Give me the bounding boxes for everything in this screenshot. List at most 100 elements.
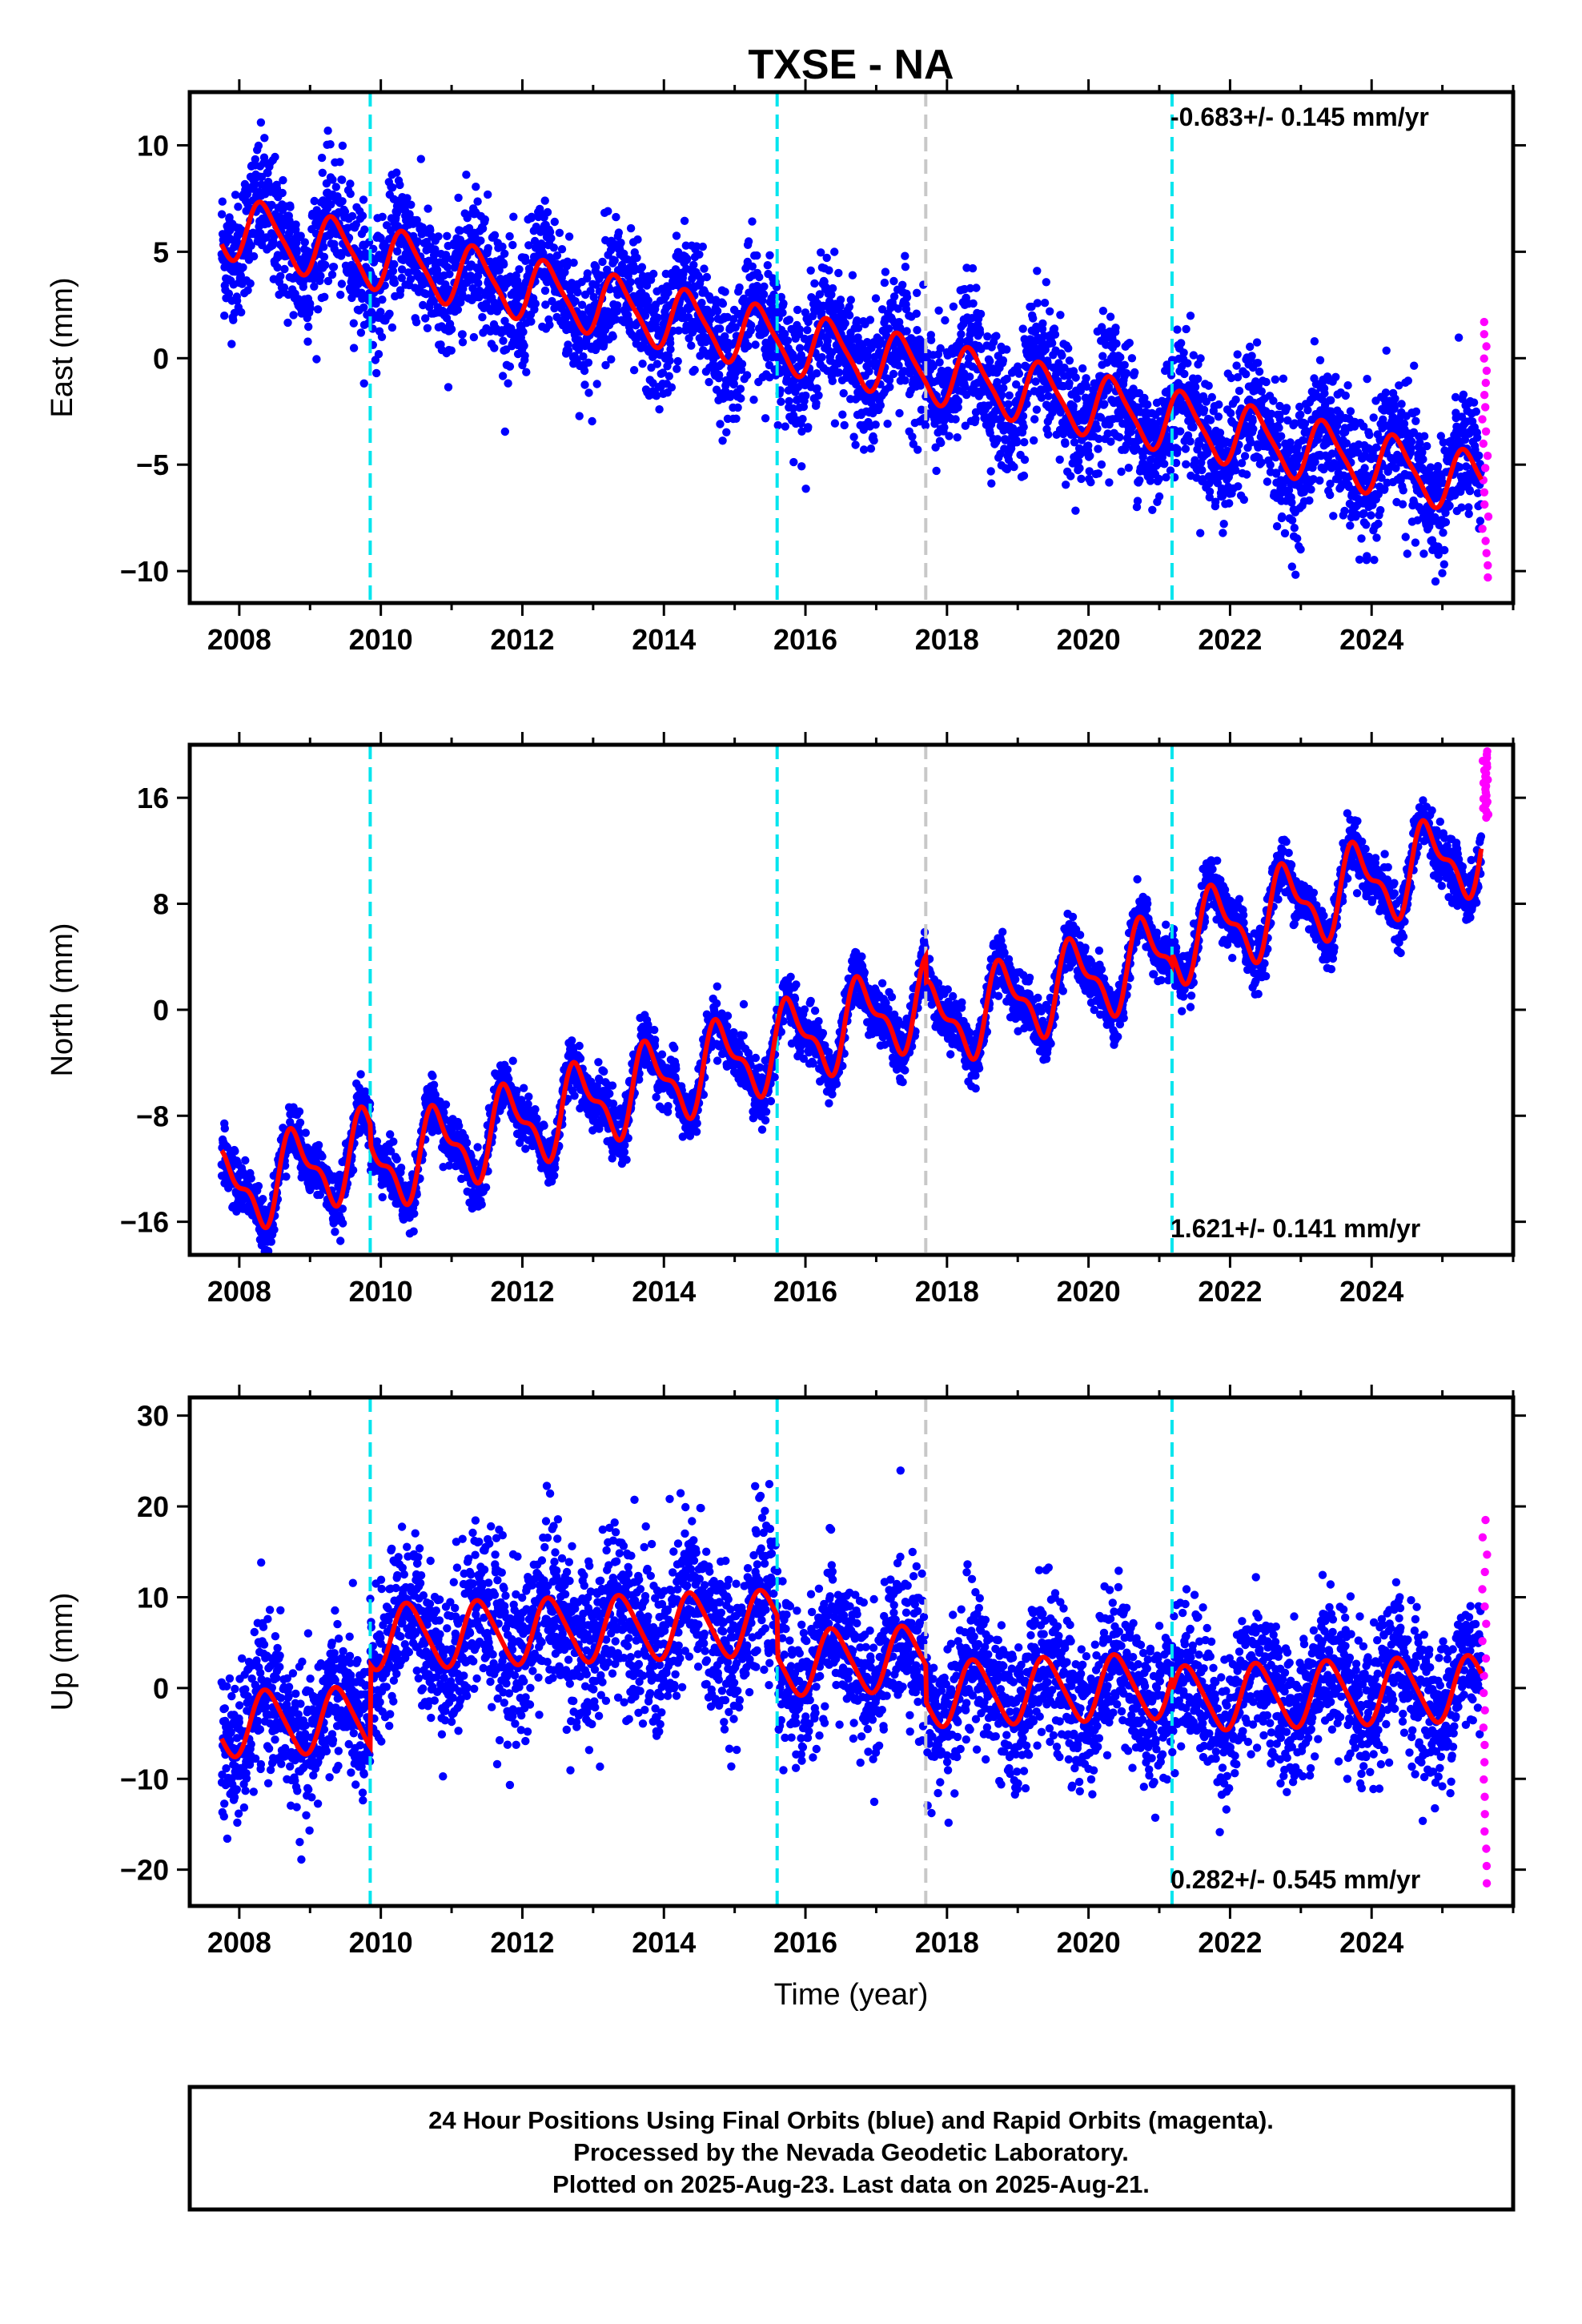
- final-point: [226, 226, 235, 235]
- final-point: [689, 260, 698, 269]
- final-point: [845, 311, 854, 320]
- final-point: [889, 369, 898, 379]
- final-point: [416, 155, 425, 163]
- x-tick-label: 2020: [1057, 623, 1121, 656]
- final-point: [388, 267, 398, 275]
- rapid-point: [1479, 439, 1488, 448]
- final-point: [254, 141, 263, 151]
- final-point: [1280, 529, 1290, 538]
- final-point: [739, 294, 749, 304]
- final-point: [1065, 356, 1074, 365]
- final-point: [545, 320, 554, 329]
- final-point: [328, 175, 337, 184]
- final-point: [1186, 437, 1195, 446]
- final-point: [1177, 339, 1186, 348]
- final-point: [241, 1156, 250, 1165]
- rapid-point: [1480, 354, 1488, 363]
- rapid-point: [1480, 488, 1489, 497]
- final-point: [456, 226, 464, 235]
- final-point: [1112, 339, 1121, 348]
- final-point: [231, 1147, 239, 1156]
- final-point: [830, 419, 840, 428]
- final-point: [475, 293, 484, 302]
- final-point: [1243, 470, 1251, 479]
- final-point: [247, 1174, 255, 1183]
- final-point: [607, 355, 616, 364]
- final-point: [664, 288, 673, 297]
- final-point: [1411, 407, 1421, 416]
- final-point: [403, 194, 412, 203]
- final-point: [721, 332, 729, 341]
- final-point: [397, 265, 407, 274]
- final-point: [598, 257, 607, 267]
- final-point: [1441, 517, 1451, 527]
- final-point: [1097, 460, 1106, 469]
- final-point: [509, 212, 518, 221]
- final-point: [1019, 423, 1028, 432]
- final-point: [1179, 348, 1188, 357]
- final-point: [683, 254, 692, 263]
- final-point: [500, 427, 509, 436]
- final-point: [547, 234, 556, 243]
- final-point: [327, 270, 337, 279]
- final-point: [405, 210, 414, 219]
- rapid-point: [1480, 500, 1489, 509]
- final-point: [1462, 462, 1471, 471]
- north-panel: 2008 2010 2012 2014 2016 2018 2020 2022 20241680…: [46, 732, 1526, 1308]
- final-point: [941, 316, 950, 325]
- final-point: [702, 272, 712, 282]
- y-axis-label: East (mm): [46, 277, 79, 417]
- final-point: [431, 245, 440, 254]
- final-point: [543, 207, 552, 217]
- final-point: [474, 279, 483, 287]
- final-point: [259, 1195, 267, 1204]
- final-point: [512, 276, 522, 285]
- final-point: [540, 286, 550, 296]
- final-point: [1360, 464, 1369, 472]
- final-point: [1247, 352, 1256, 360]
- final-point: [337, 279, 347, 288]
- final-point: [397, 273, 406, 283]
- final-point: [889, 276, 898, 286]
- final-point: [902, 327, 911, 336]
- final-point: [406, 275, 416, 283]
- final-point: [1065, 379, 1074, 388]
- final-point: [1207, 392, 1217, 402]
- final-point: [531, 300, 540, 308]
- final-point: [777, 397, 785, 406]
- final-point: [1206, 416, 1215, 424]
- final-point: [1287, 562, 1297, 571]
- final-point: [1397, 400, 1406, 408]
- final-point: [520, 341, 528, 350]
- final-point: [246, 279, 255, 288]
- final-point: [326, 140, 335, 149]
- final-point: [469, 332, 479, 342]
- y-tick-label: −5: [136, 448, 169, 481]
- final-point: [810, 279, 819, 288]
- final-point: [698, 242, 707, 251]
- final-point: [304, 322, 313, 332]
- final-point: [1305, 496, 1314, 505]
- final-point: [1362, 521, 1371, 529]
- final-point: [309, 275, 318, 283]
- final-point: [1263, 477, 1272, 486]
- final-point: [951, 415, 960, 424]
- final-point: [721, 287, 729, 296]
- final-point: [608, 332, 617, 341]
- final-point: [1069, 401, 1078, 411]
- final-point: [1307, 485, 1315, 494]
- final-point: [300, 238, 309, 247]
- final-point: [601, 360, 610, 370]
- final-point: [550, 217, 559, 227]
- final-point: [895, 408, 904, 418]
- rapid-point: [1481, 537, 1490, 545]
- final-point: [1376, 505, 1385, 515]
- final-point: [969, 299, 978, 308]
- final-point: [237, 308, 246, 317]
- final-point: [1014, 369, 1024, 378]
- final-point: [785, 396, 793, 406]
- final-point: [1115, 432, 1124, 442]
- final-point: [716, 420, 725, 428]
- final-point: [1293, 534, 1302, 543]
